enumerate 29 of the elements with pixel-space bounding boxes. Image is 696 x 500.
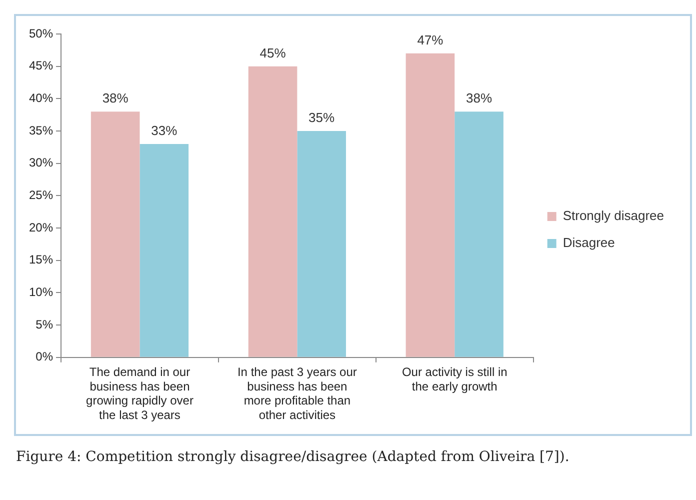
- y-tick-label: 30%: [28, 156, 54, 170]
- legend-label: Disagree: [562, 235, 615, 250]
- y-tick-label: 40%: [28, 90, 54, 105]
- data-label: 38%: [466, 90, 492, 106]
- y-tick-label: 0%: [36, 350, 54, 364]
- data-label: 38%: [102, 90, 129, 106]
- y-tick-label: 35%: [28, 123, 54, 138]
- x-tick-label: Our activity is still in the early growth: [402, 364, 508, 394]
- y-tick-label: 50%: [28, 26, 54, 40]
- bar: [248, 66, 298, 357]
- y-tick-label: 15%: [28, 252, 54, 267]
- bar: [90, 112, 140, 357]
- y-tick-label: 5%: [36, 317, 54, 332]
- caption: Figure 4: Competition strongly disagree/disagree (Adapted from Oliveira [7]).: [16, 448, 570, 467]
- x-tick-label: The demand in our business has been growing rapidly over the last 3 years: [86, 364, 194, 422]
- y-tick-label: 20%: [28, 220, 54, 234]
- data-label: 47%: [417, 32, 444, 48]
- y-tick-label: 45%: [28, 58, 54, 73]
- bar: [297, 131, 346, 357]
- y-tick-label: 25%: [28, 188, 54, 202]
- bar: [406, 53, 455, 357]
- data-label: 33%: [151, 123, 178, 138]
- y-tick-label: 10%: [28, 285, 54, 300]
- x-tick-label: In the past 3 years our business has been more profitable than other activities: [237, 364, 357, 422]
- bar: [454, 112, 504, 357]
- legend-label: Strongly disagree: [562, 208, 664, 224]
- bar: [140, 144, 189, 357]
- data-label: 35%: [308, 110, 336, 126]
- data-label: 45%: [260, 45, 286, 60]
